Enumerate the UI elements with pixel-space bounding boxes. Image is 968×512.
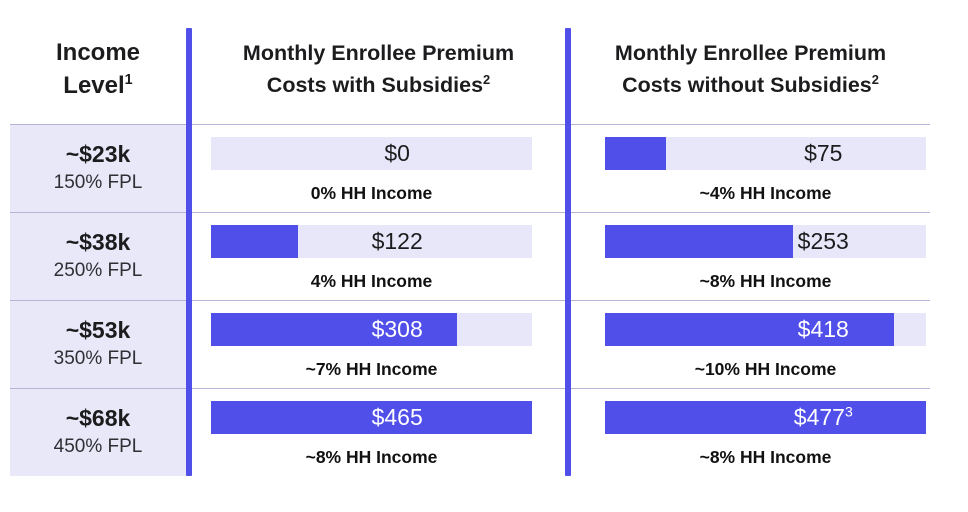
bar-wrap: $465 ~8% HH Income <box>211 401 532 468</box>
bar-value-label: $122 <box>371 228 423 254</box>
bar-cell-with-53k: $308 ~7% HH Income <box>192 300 565 388</box>
bar-wrap: $4773 ~8% HH Income <box>605 401 926 468</box>
bar-track: $465 <box>211 401 532 434</box>
bar-percent-label: 0% HH Income <box>310 183 433 203</box>
bar-cell-without-68k: $4773 ~8% HH Income <box>571 388 930 476</box>
with-subsidies-header: Monthly Enrollee Premium Costs with Subs… <box>192 14 565 124</box>
income-fpl: 350% FPL <box>53 348 143 370</box>
bar-cell-without-53k: $418 ~10% HH Income <box>571 300 930 388</box>
bar-fill <box>605 401 926 434</box>
bar-fill <box>211 401 532 434</box>
bar-wrap: $0 0% HH Income <box>211 137 532 204</box>
income-header-text: Income Level1 <box>55 38 141 99</box>
income-level-header: Income Level1 <box>10 14 186 124</box>
bar-percent-label: ~8% HH Income <box>699 271 832 291</box>
bar-percent-label: ~7% HH Income <box>305 359 438 379</box>
bar-percent-label: ~8% HH Income <box>699 447 832 467</box>
footnote-1-marker: 1 <box>124 72 133 88</box>
column-divider-left <box>186 28 192 476</box>
income-cell-68k: ~$68k 450% FPL <box>10 388 186 476</box>
bar-fill <box>211 313 457 346</box>
bar-cell-without-23k: $75 ~4% HH Income <box>571 124 930 212</box>
bar-value-label: $75 <box>804 140 843 166</box>
bar-percent-label: ~8% HH Income <box>305 447 438 467</box>
bar-value-label: $308 <box>371 316 423 342</box>
income-amount: ~$53k <box>65 316 131 343</box>
bar-wrap: $122 4% HH Income <box>211 225 532 292</box>
bar-cell-with-38k: $122 4% HH Income <box>192 212 565 300</box>
with-subsidies-header-text: Monthly Enrollee Premium Costs with Subs… <box>242 40 515 97</box>
bar-value-label: $465 <box>371 404 423 430</box>
bar-track: $418 <box>605 313 926 346</box>
bar-value-label: $0 <box>384 140 410 166</box>
income-cell-23k: ~$23k 150% FPL <box>10 124 186 212</box>
bar-cell-without-38k: $253 ~8% HH Income <box>571 212 930 300</box>
without-subsidies-header-text: Monthly Enrollee Premium Costs without S… <box>614 40 887 97</box>
income-fpl: 250% FPL <box>53 260 143 282</box>
bar-track: $253 <box>605 225 926 258</box>
footnote-3-marker: 3 <box>844 403 853 420</box>
bar-percent-label: ~10% HH Income <box>694 359 837 379</box>
bar-cell-with-68k: $465 ~8% HH Income <box>192 388 565 476</box>
income-cell-53k: ~$53k 350% FPL <box>10 300 186 388</box>
footnote-2-marker: 2 <box>871 71 879 87</box>
bar-wrap: $418 ~10% HH Income <box>605 313 926 380</box>
bar-percent-label: ~4% HH Income <box>699 183 832 203</box>
bar-fill <box>605 313 894 346</box>
bar-track: $4773 <box>605 401 926 434</box>
bar-wrap: $75 ~4% HH Income <box>605 137 926 204</box>
income-fpl: 450% FPL <box>53 436 143 458</box>
income-cell-38k: ~$38k 250% FPL <box>10 212 186 300</box>
bar-fill <box>605 137 666 170</box>
bar-track: $75 <box>605 137 926 170</box>
without-subsidies-header: Monthly Enrollee Premium Costs without S… <box>571 14 930 124</box>
bar-value-label: $253 <box>797 228 849 254</box>
column-divider-right <box>565 28 571 476</box>
bar-value-label: $4773 <box>793 403 853 430</box>
bar-cell-with-23k: $0 0% HH Income <box>192 124 565 212</box>
footnote-2-marker: 2 <box>483 71 491 87</box>
income-amount: ~$68k <box>65 404 131 431</box>
bar-percent-label: 4% HH Income <box>310 271 433 291</box>
bar-track: $0 <box>211 137 532 170</box>
bar-wrap: $253 ~8% HH Income <box>605 225 926 292</box>
bar-fill <box>211 225 298 258</box>
income-fpl: 150% FPL <box>53 172 143 194</box>
bar-value-label: $418 <box>797 316 849 342</box>
income-amount: ~$38k <box>65 228 131 255</box>
bar-track: $122 <box>211 225 532 258</box>
bar-fill <box>605 225 793 258</box>
bar-track: $308 <box>211 313 532 346</box>
income-amount: ~$23k <box>65 140 131 167</box>
premium-comparison-table: Income Level1 Monthly Enrollee Premium C… <box>10 14 930 476</box>
bar-wrap: $308 ~7% HH Income <box>211 313 532 380</box>
